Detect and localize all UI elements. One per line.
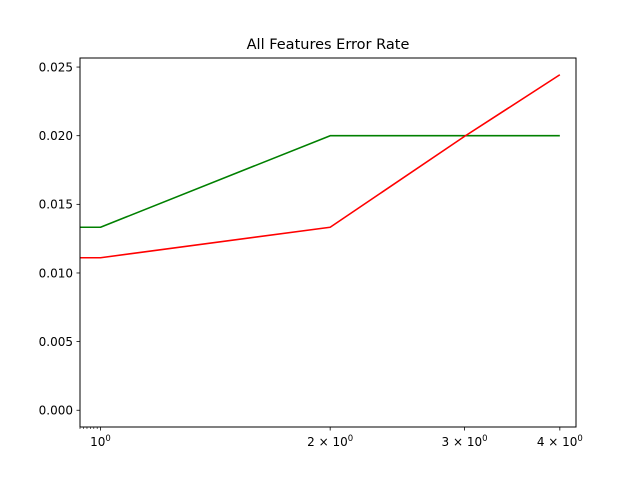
x-tick-label: 4 × 100 [537,434,583,449]
x-tick-label-exponent: 0 [348,434,353,444]
series-line-1 [80,134,560,229]
series-line-2 [80,74,561,259]
x-tick-label-exponent: 0 [482,434,487,444]
y-tick-label: 0.010 [39,266,73,280]
series-layer [80,74,561,259]
x-tick-label-base: 4 × 10 [537,435,578,449]
x-tick-label-exponent: 0 [577,434,582,444]
x-tick-label-base: 2 × 10 [307,435,348,449]
chart-title: All Features Error Rate [247,37,410,53]
plot-background [80,58,576,427]
y-tick-label: 0.025 [39,60,73,74]
x-tick-label-exponent: 0 [105,434,110,444]
y-tick-label: 0.000 [39,404,73,418]
x-tick-label: 100 [90,434,111,449]
y-tick-label: 0.005 [39,335,73,349]
x-tick-label: 3 × 100 [442,434,488,449]
x-tick-label-base: 10 [90,435,105,449]
y-tick-label: 0.020 [39,129,73,143]
x-tick-label: 2 × 100 [307,434,353,449]
plot-frame [79,57,577,428]
y-tick-label: 0.015 [39,198,73,212]
x-tick-label-base: 3 × 10 [442,435,483,449]
